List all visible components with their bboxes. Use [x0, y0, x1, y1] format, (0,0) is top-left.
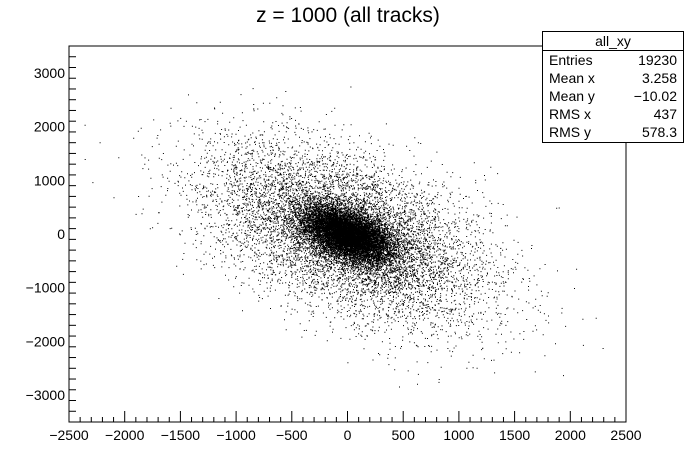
y-tick-label: 1000	[34, 172, 65, 188]
stats-value: −10.02	[633, 88, 677, 104]
stats-value: 3.258	[641, 70, 677, 86]
stats-value: 578.3	[641, 124, 677, 140]
y-tick-label: −3000	[26, 387, 66, 403]
stats-box-title: all_xy	[543, 32, 683, 51]
x-tick-label: −2500	[49, 427, 89, 443]
y-tick-label: −1000	[26, 280, 66, 296]
stats-row-rms-y: RMS y 578.3	[543, 123, 683, 141]
x-tick-label: 500	[392, 427, 416, 443]
x-tick-label: −500	[276, 427, 308, 443]
y-tick-label: 3000	[34, 65, 65, 81]
x-tick-label: −2000	[105, 427, 145, 443]
y-tick-label: 2000	[34, 119, 65, 135]
stats-label: Mean x	[549, 70, 595, 86]
stats-value: 437	[653, 106, 677, 122]
y-tick-label: −2000	[26, 333, 66, 349]
stats-value: 19230	[638, 52, 677, 68]
chart-title: z = 1000 (all tracks)	[256, 4, 440, 27]
x-tick-label: −1000	[216, 427, 256, 443]
stats-label: RMS x	[549, 106, 591, 122]
stats-row-mean-x: Mean x 3.258	[543, 69, 683, 87]
y-tick-label: 0	[57, 226, 65, 242]
data-points	[84, 86, 604, 388]
x-tick-label: 2500	[610, 427, 641, 443]
x-axis: −2500 −2000 −1500 −1000 −500 0 500 1000 1500 2000…	[49, 411, 642, 443]
stats-label: Mean y	[549, 88, 595, 104]
stats-label: Entries	[549, 52, 593, 68]
stats-box: all_xy Entries 19230 Mean x 3.258 Mean y…	[542, 31, 684, 143]
x-tick-label: 0	[344, 427, 352, 443]
stats-label: RMS y	[549, 124, 591, 140]
x-tick-label: 1500	[499, 427, 530, 443]
y-axis: −3000 −2000 −1000 0 1000 2000 3000	[26, 45, 76, 423]
stats-row-rms-x: RMS x 437	[543, 105, 683, 123]
stats-row-entries: Entries 19230	[543, 51, 683, 69]
x-tick-label: −1500	[161, 427, 201, 443]
stats-row-mean-y: Mean y −10.02	[543, 87, 683, 105]
x-tick-label: 1000	[443, 427, 474, 443]
scatter-points	[84, 86, 604, 388]
x-tick-label: 2000	[555, 427, 586, 443]
